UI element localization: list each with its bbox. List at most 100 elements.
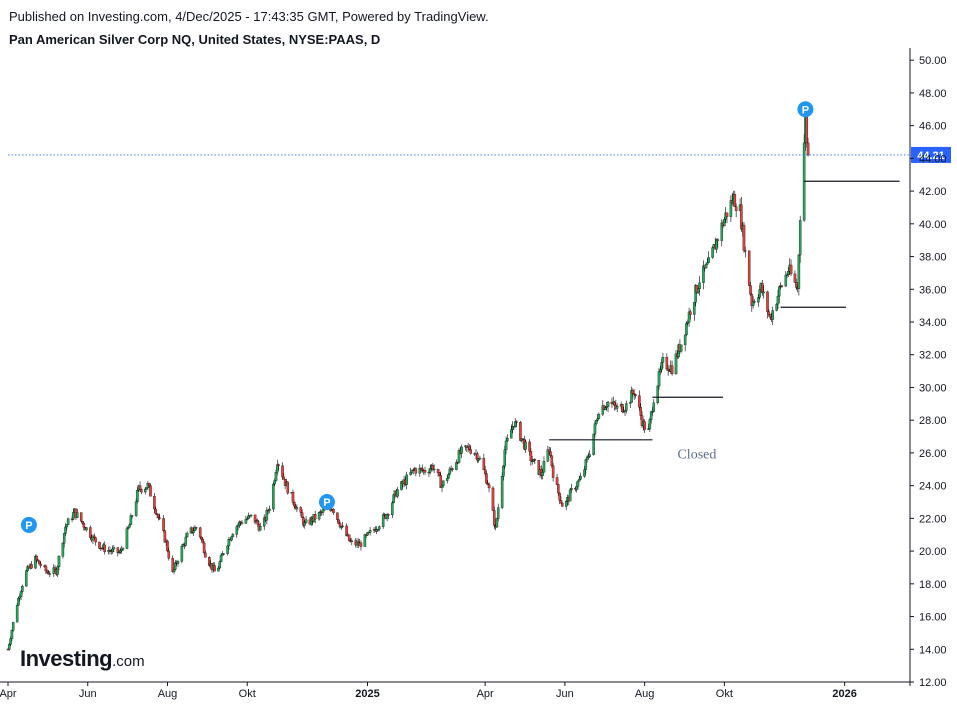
candle xyxy=(414,467,418,477)
candle xyxy=(457,448,461,464)
candle-body xyxy=(767,311,771,315)
y-tick-label: 28.00 xyxy=(919,415,947,427)
levels-layer xyxy=(549,180,900,441)
candle-body xyxy=(313,514,317,520)
candle-body xyxy=(570,488,573,491)
candle xyxy=(451,467,454,472)
candle-body xyxy=(11,621,15,631)
candle xyxy=(579,472,582,480)
candle-body xyxy=(155,513,159,516)
candle xyxy=(496,503,500,522)
candle xyxy=(25,569,28,587)
candle xyxy=(61,541,65,559)
candle-body xyxy=(219,555,223,562)
candle xyxy=(753,299,756,304)
candle xyxy=(802,134,806,222)
last-price-badge xyxy=(911,146,951,163)
candle xyxy=(44,564,48,575)
candle xyxy=(704,262,708,269)
candle-body xyxy=(795,282,798,288)
candle-body xyxy=(198,527,202,538)
candle-body xyxy=(652,402,656,412)
candle-body xyxy=(686,322,690,324)
candle-body xyxy=(468,446,471,450)
candle-body xyxy=(661,357,665,363)
y-axis: 12.00 14.00 16.00 18.00 20.00 22.00 24.00 26.00… xyxy=(909,48,947,689)
candle-body xyxy=(409,472,412,475)
candle xyxy=(111,545,114,554)
candle xyxy=(65,524,69,531)
candle xyxy=(273,478,276,486)
candle xyxy=(82,521,86,531)
candle xyxy=(359,540,363,551)
candle-body xyxy=(578,478,581,482)
candle xyxy=(593,420,597,438)
candle xyxy=(487,482,491,493)
candle-body xyxy=(272,483,275,510)
candle-body xyxy=(592,433,595,455)
candle-body xyxy=(486,483,490,485)
candle xyxy=(391,500,394,518)
candle xyxy=(749,281,752,297)
candle xyxy=(757,294,760,307)
candle xyxy=(559,496,563,504)
candle-body xyxy=(460,446,463,454)
candle-body xyxy=(167,550,171,559)
candle-body xyxy=(338,523,342,528)
candle xyxy=(202,541,206,555)
candle-body xyxy=(541,472,544,476)
candle-body xyxy=(793,273,797,283)
p-marker[interactable]: P xyxy=(318,494,335,510)
candle-body xyxy=(36,559,40,562)
candle xyxy=(784,271,788,288)
p-marker[interactable]: P xyxy=(20,516,37,533)
candle-body xyxy=(405,474,408,485)
candle xyxy=(227,536,231,550)
candle-body xyxy=(638,395,641,408)
candle-body xyxy=(136,489,139,502)
candle-body xyxy=(733,194,737,207)
candle xyxy=(332,508,335,515)
candle xyxy=(762,284,765,299)
p-marker-label: P xyxy=(802,104,809,116)
candles-layer xyxy=(6,109,810,651)
candle-body xyxy=(559,500,563,504)
candle-body xyxy=(723,219,726,227)
candle-body xyxy=(649,411,653,420)
candle xyxy=(588,450,591,458)
candle-body xyxy=(558,492,561,501)
candle xyxy=(11,621,15,632)
candle xyxy=(300,509,304,518)
candle-body xyxy=(204,552,207,558)
candle-body xyxy=(685,323,688,336)
candle-body xyxy=(18,596,22,599)
candle xyxy=(747,250,751,287)
candle xyxy=(445,475,449,484)
candle-body xyxy=(549,451,552,456)
candle-body xyxy=(61,543,65,557)
candle xyxy=(733,190,737,207)
investing-logo: Investing.com xyxy=(20,646,145,672)
candle-body xyxy=(648,419,652,429)
candle-body xyxy=(436,468,440,474)
candle xyxy=(634,393,637,399)
candle xyxy=(436,468,440,477)
candle-body xyxy=(621,404,624,413)
candle-body xyxy=(797,254,801,289)
p-marker[interactable]: P xyxy=(797,101,814,118)
candle-body xyxy=(82,522,86,528)
candle xyxy=(66,517,70,525)
candle-body xyxy=(363,534,367,547)
candle xyxy=(576,479,580,491)
candle-body xyxy=(670,365,674,375)
candle-body xyxy=(72,512,75,520)
candle xyxy=(121,547,125,552)
candle-body xyxy=(166,540,169,552)
candle xyxy=(282,473,286,480)
candle-body xyxy=(281,465,284,478)
candle xyxy=(789,259,793,277)
candle-body xyxy=(134,501,138,516)
candle-body xyxy=(555,477,559,485)
candle-body xyxy=(218,561,222,569)
